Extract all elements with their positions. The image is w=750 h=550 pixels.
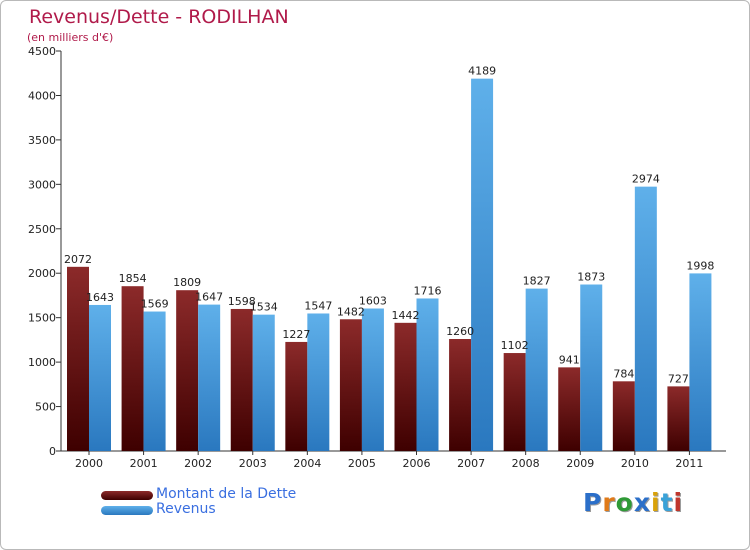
chart-title: Revenus/Dette - RODILHAN bbox=[29, 6, 289, 28]
x-tick-label: 2003 bbox=[239, 457, 267, 470]
x-tick-label: 2009 bbox=[566, 457, 594, 470]
data-label-dette: 1598 bbox=[228, 295, 256, 308]
logo-letter: i bbox=[651, 488, 661, 517]
data-label-dette: 1102 bbox=[501, 339, 529, 352]
data-label-dette: 1442 bbox=[392, 309, 420, 322]
legend-swatch-dette bbox=[101, 491, 153, 500]
bar-revenus bbox=[416, 298, 439, 451]
bar-revenus bbox=[252, 314, 275, 451]
data-label-dette: 784 bbox=[613, 367, 634, 380]
bar-dette bbox=[612, 381, 635, 451]
x-tick-label: 2007 bbox=[457, 457, 485, 470]
data-label-revenus: 1569 bbox=[141, 298, 169, 311]
data-label-revenus: 4189 bbox=[468, 65, 496, 78]
y-tick-label: 2000 bbox=[28, 267, 56, 280]
data-label-dette: 941 bbox=[559, 353, 580, 366]
data-label-revenus: 1534 bbox=[250, 301, 278, 314]
x-tick-label: 2008 bbox=[512, 457, 540, 470]
data-label-dette: 1260 bbox=[446, 325, 474, 338]
chart-bars bbox=[67, 78, 712, 452]
bar-dette bbox=[394, 322, 417, 451]
bar-dette bbox=[558, 367, 581, 451]
data-label-revenus: 2974 bbox=[632, 173, 660, 186]
y-tick-label: 4500 bbox=[28, 45, 56, 58]
logo-letter: o bbox=[615, 488, 634, 517]
bar-dette bbox=[230, 308, 253, 451]
y-tick-label: 0 bbox=[49, 445, 56, 458]
bar-revenus bbox=[89, 304, 111, 451]
x-tick-label: 2006 bbox=[403, 457, 431, 470]
data-label-dette: 2072 bbox=[64, 253, 92, 266]
x-tick-label: 2005 bbox=[348, 457, 376, 470]
x-tick-label: 2010 bbox=[621, 457, 649, 470]
bar-dette bbox=[449, 339, 472, 451]
logo-letter: x bbox=[633, 488, 651, 517]
y-tick-label: 4000 bbox=[28, 89, 56, 102]
data-label-dette: 1854 bbox=[119, 272, 147, 285]
data-label-dette: 1227 bbox=[282, 328, 310, 341]
proxiti-logo: Proxiti bbox=[583, 488, 683, 517]
bar-revenus bbox=[525, 288, 548, 451]
bar-dette bbox=[285, 341, 308, 451]
bar-revenus bbox=[143, 311, 166, 451]
logo-letter: t bbox=[660, 488, 674, 517]
y-tick-label: 2500 bbox=[28, 223, 56, 236]
y-tick-label: 500 bbox=[35, 401, 56, 414]
x-tick-label: 2004 bbox=[293, 457, 321, 470]
bar-dette bbox=[176, 290, 199, 451]
legend-swatch-revenus bbox=[101, 506, 153, 515]
chart-subtitle: (en milliers d'€) bbox=[27, 31, 114, 44]
data-label-revenus: 1603 bbox=[359, 295, 387, 308]
bar-revenus bbox=[198, 304, 221, 451]
logo-letter: r bbox=[602, 488, 616, 517]
bar-revenus bbox=[307, 313, 330, 451]
data-label-dette: 1482 bbox=[337, 305, 365, 318]
logo-letter: i bbox=[673, 488, 684, 517]
y-tick-label: 1000 bbox=[28, 356, 56, 369]
x-tick-label: 2001 bbox=[130, 457, 158, 470]
legend-label-revenus: Revenus bbox=[156, 501, 216, 517]
legend-label-dette: Montant de la Dette bbox=[156, 486, 297, 502]
bar-dette bbox=[339, 319, 362, 451]
logo-letter: P bbox=[583, 488, 603, 517]
y-tick-label: 3000 bbox=[28, 178, 56, 191]
x-tick-label: 2011 bbox=[675, 457, 703, 470]
data-label-revenus: 1998 bbox=[686, 259, 714, 272]
data-label-revenus: 1643 bbox=[86, 291, 114, 304]
bar-dette bbox=[667, 386, 690, 451]
y-tick-label: 3500 bbox=[28, 134, 56, 147]
data-label-revenus: 1547 bbox=[304, 299, 332, 312]
bar-revenus bbox=[361, 308, 384, 451]
data-label-dette: 1809 bbox=[173, 276, 201, 289]
bar-revenus bbox=[471, 78, 494, 452]
bar-dette bbox=[503, 353, 526, 451]
bar-revenus bbox=[580, 284, 603, 451]
data-label-revenus: 1647 bbox=[195, 291, 223, 304]
data-label-dette: 727 bbox=[668, 372, 689, 385]
bar-dette bbox=[67, 266, 89, 451]
bar-revenus bbox=[634, 186, 657, 451]
bar-revenus bbox=[689, 273, 712, 451]
y-tick-label: 1500 bbox=[28, 312, 56, 325]
data-label-revenus: 1827 bbox=[523, 275, 551, 288]
x-tick-label: 2002 bbox=[184, 457, 212, 470]
data-label-revenus: 1716 bbox=[414, 284, 442, 297]
data-label-revenus: 1873 bbox=[577, 271, 605, 284]
x-tick-label: 2000 bbox=[75, 457, 103, 470]
bar-dette bbox=[121, 286, 144, 451]
